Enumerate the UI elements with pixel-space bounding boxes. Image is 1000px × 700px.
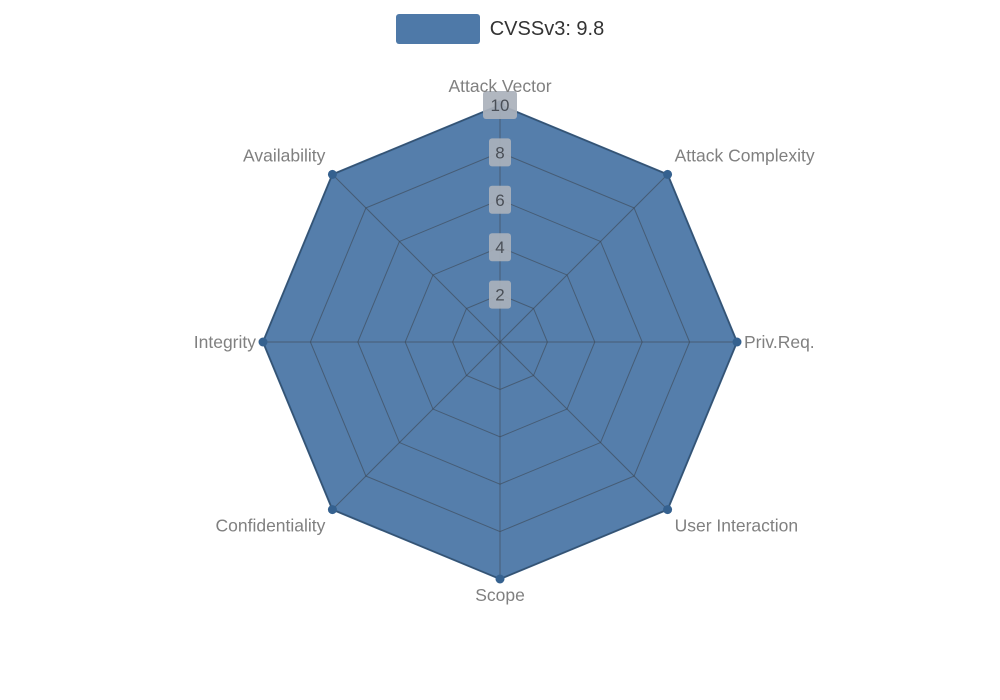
vertex-marker (732, 337, 742, 347)
tick-label-box (489, 233, 511, 262)
legend-item[interactable]: CVSSv3: 9.8 (0, 14, 1000, 44)
axis-name-priv-req-: Priv.Req. (744, 332, 815, 352)
tick-label-box (489, 138, 511, 167)
axis-name-scope: Scope (475, 585, 525, 605)
tick-label: 4 (495, 238, 504, 257)
axis-name-integrity: Integrity (194, 332, 256, 352)
tick-label-box (483, 91, 517, 119)
vertex-marker (663, 505, 673, 515)
axis-name-confidentiality: Confidentiality (215, 516, 325, 536)
tick-label: 10 (491, 96, 510, 115)
legend-label: CVSSv3: 9.8 (489, 17, 605, 40)
tick-label-box (489, 280, 511, 309)
grid-spoke (332, 174, 501, 343)
vertex-marker (663, 169, 673, 179)
vertex-marker (327, 505, 337, 515)
legend-swatch (395, 14, 480, 44)
axis-name-availability: Availability (243, 145, 326, 165)
axis-name-user-interaction: User Interaction (675, 516, 799, 536)
tick-label-box (489, 185, 511, 214)
tick-label: 2 (495, 286, 504, 305)
axis-name-attack-complexity: Attack Complexity (675, 145, 815, 165)
vertex-marker (495, 574, 505, 584)
grid-spoke (332, 341, 501, 510)
grid-spoke (499, 174, 668, 343)
tick-label: 8 (495, 143, 504, 162)
tick-label: 6 (495, 191, 504, 210)
grid-spoke (499, 341, 668, 510)
axis-name-attack-vector: Attack Vector (448, 76, 551, 96)
vertex-marker (258, 337, 268, 347)
vertex-marker (327, 169, 337, 179)
